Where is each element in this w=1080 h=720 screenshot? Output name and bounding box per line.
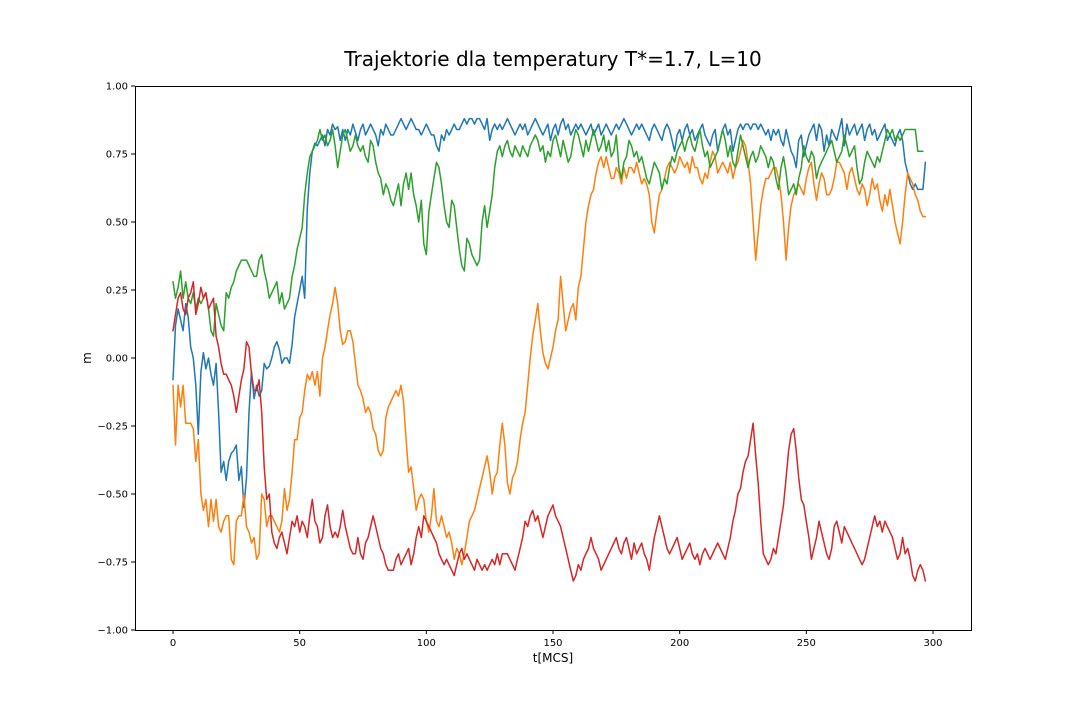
y-axis: −1.00 −0.75 −0.50 −0.25 0.00 0.25 0.50 0.75 1.00 bbox=[97, 82, 135, 637]
trajectory-line-2 bbox=[172, 139, 927, 566]
x-tick-label: 100 bbox=[417, 638, 436, 649]
x-tick-label: 300 bbox=[923, 638, 942, 649]
x-tick-label: 200 bbox=[670, 638, 689, 649]
x-tick-label: 50 bbox=[293, 638, 306, 649]
y-tick-label: 0.25 bbox=[106, 286, 128, 297]
x-tick-label: 250 bbox=[797, 638, 816, 649]
y-tick-label: −0.75 bbox=[97, 558, 128, 569]
x-tick-label: 0 bbox=[170, 638, 176, 649]
trajectory-line-1 bbox=[172, 117, 927, 509]
y-tick-label: 1.00 bbox=[106, 82, 128, 93]
plot-lines bbox=[172, 117, 927, 582]
y-tick-label: 0.00 bbox=[106, 354, 128, 365]
x-axis-label: t[MCS] bbox=[533, 651, 573, 665]
trajectory-line-4 bbox=[172, 281, 927, 582]
y-tick-label: −0.50 bbox=[97, 490, 128, 501]
y-axis-label: m bbox=[80, 352, 94, 364]
x-axis: 0 50 100 150 200 250 300 bbox=[170, 630, 943, 649]
trajectory-line-3 bbox=[172, 128, 924, 337]
y-tick-label: 0.75 bbox=[106, 150, 128, 161]
y-tick-label: −0.25 bbox=[97, 422, 128, 433]
x-tick-label: 150 bbox=[543, 638, 562, 649]
y-tick-label: 0.50 bbox=[106, 218, 128, 229]
plot-frame bbox=[135, 86, 972, 631]
chart-title: Trajektorie dla temperatury T*=1.7, L=10 bbox=[343, 47, 761, 71]
y-tick-label: −1.00 bbox=[97, 626, 128, 637]
